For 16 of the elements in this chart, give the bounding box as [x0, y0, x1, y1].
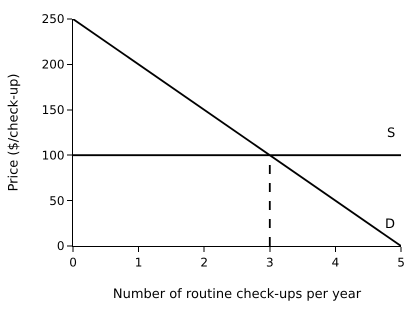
y-axis-title: Price ($/check-up)	[6, 74, 22, 192]
y-tick-label: 150	[42, 103, 64, 117]
x-tick-label: 1	[134, 256, 142, 270]
series-label: S	[387, 126, 396, 141]
y-tick-label: 200	[42, 58, 64, 72]
x-tick-label: 4	[332, 256, 340, 270]
y-tick-label: 250	[42, 12, 64, 26]
x-axis-title: Number of routine check-ups per year	[112, 287, 362, 302]
x-tick-label: 0	[69, 256, 77, 270]
x-tick-label: 5	[397, 256, 405, 270]
y-tick-label: 0	[56, 239, 64, 254]
x-tick-label: 2	[200, 256, 208, 270]
x-tick-label: 3	[266, 256, 274, 270]
series-label: D	[385, 217, 396, 232]
y-tick-label: 100	[42, 148, 64, 162]
y-tick-label: 50	[49, 194, 64, 208]
